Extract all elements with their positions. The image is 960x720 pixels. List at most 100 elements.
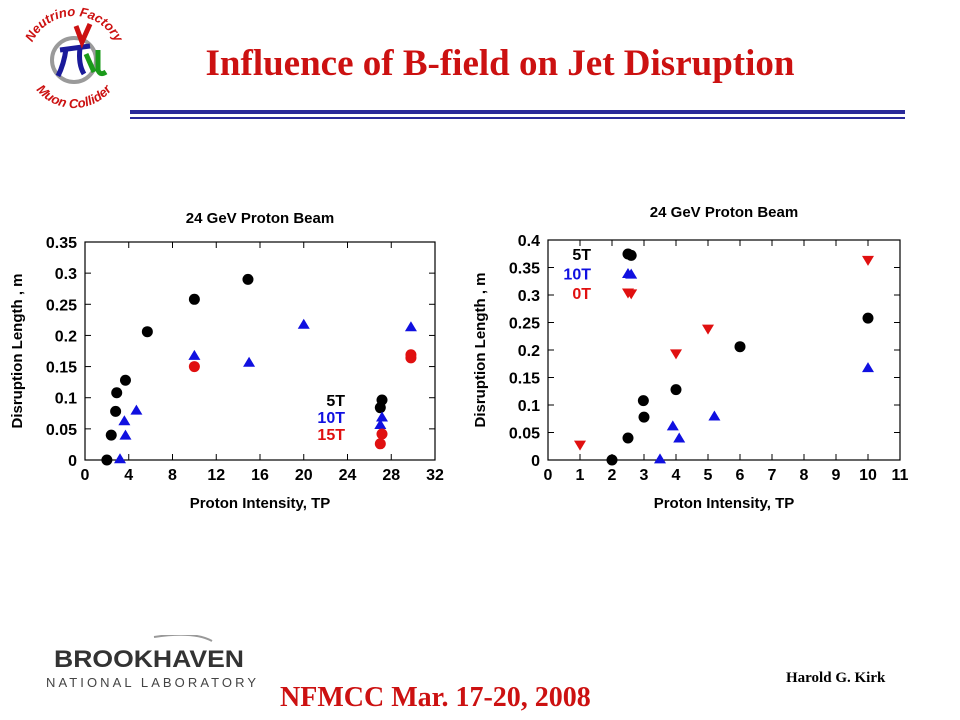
x-axis-label: Proton Intensity, TP [190,495,331,512]
y-tick-label: 0.15 [46,360,77,377]
data-point-5T [734,341,746,353]
x-tick-label: 3 [640,467,649,484]
data-point-5T [638,411,650,423]
y-tick-label: 0.15 [509,371,540,388]
data-point-5T [105,429,117,441]
x-tick-label: 24 [339,467,357,484]
footer-author: Harold G. Kirk [786,670,886,686]
data-point-0T [862,255,874,266]
x-tick-label: 7 [768,467,777,484]
data-point-5T [101,454,113,466]
neutrino-factory-logo: Neutrino Factory Muon Collider [22,4,127,111]
y-tick-label: 0 [68,453,77,470]
title-divider [130,110,905,114]
legend-label: 0T [572,286,591,303]
data-point-5T [637,395,649,407]
x-tick-label: 4 [672,467,681,484]
data-point-10T [374,418,387,429]
data-point-10T [404,321,417,332]
data-point-0T [574,440,586,451]
x-tick-label: 8 [168,467,177,484]
x-tick-label: 16 [251,467,269,484]
chart-left: 24 GeV Proton Beam 0 4 8 12 16 20 24 28 32 0 0.05 0.… [9,210,444,512]
y-tick-label: 0.1 [55,391,77,408]
x-tick-label: 1 [576,467,585,484]
y-axis-label: Disruption Length , m [9,274,26,429]
legend-label: 5T [326,393,345,410]
svg-text:Muon Collider: Muon Collider [34,81,115,111]
data-point-10T [297,318,310,329]
y-tick-label: 0.25 [509,316,540,333]
y-tick-label: 0.05 [46,422,77,439]
x-axis-label: Proton Intensity, TP [654,495,795,512]
y-tick-label: 0.3 [518,288,540,305]
data-point-10T [666,420,679,431]
data-point-5T [119,374,131,386]
x-tick-label: 28 [382,467,400,484]
data-point-5T [622,432,634,444]
slide-title: Influence of B-field on Jet Disruption [205,43,795,84]
brookhaven-logo: BROOKHAVEN NATIONAL LABORATORY [46,635,256,690]
x-tick-label: 2 [608,467,617,484]
legend-marker [622,288,634,299]
x-tick-label: 6 [736,467,745,484]
plot-frame [547,239,901,461]
data-point-15T [405,349,417,361]
data-point-10T [708,410,721,421]
data-point-0T [702,324,714,335]
y-tick-label: 0.05 [509,426,540,443]
data-point-10T [114,453,126,464]
x-tick-label: 9 [832,467,841,484]
x-tick-label: 0 [81,467,90,484]
data-point-10T [118,415,131,426]
data-point-5T [670,384,682,396]
y-tick-label: 0.4 [518,233,540,250]
x-tick-label: 20 [295,467,313,484]
chart-right: 24 GeV Proton Beam 0 1 2 3 4 5 6 7 8 9 10 11 0 0.05 0.1… [472,204,909,512]
x-tick-label: 0 [544,467,553,484]
x-tick-label: 11 [892,467,909,484]
data-point-5T [111,387,123,399]
data-point-5T [141,326,153,338]
data-point-10T [243,356,256,367]
x-tick-label: 32 [426,467,444,484]
legend-marker [376,428,388,440]
x-tick-label: 4 [124,467,133,484]
y-tick-label: 0.2 [518,343,540,360]
data-point-10T [188,349,201,360]
chart-title: 24 GeV Proton Beam [650,204,798,221]
brookhaven-logo-main: BROOKHAVEN [54,646,244,673]
y-tick-label: 0.3 [55,266,77,283]
logo-bottom-text: Muon Collider [34,81,115,111]
y-tick-label: 0.2 [55,328,77,345]
data-point-5T [862,312,874,324]
data-point-10T [119,429,132,440]
data-point-0T [670,349,682,360]
data-point-5T [606,454,618,466]
chart-title: 24 GeV Proton Beam [186,210,334,227]
legend-label: 15T [317,427,345,444]
y-tick-label: 0.35 [46,235,77,252]
data-point-15T [188,361,200,373]
y-axis-label: Disruption Length , m [472,273,489,428]
title-divider-thin [130,117,905,119]
data-point-10T [130,404,143,415]
y-tick-label: 0.35 [509,261,540,278]
legend-label: 5T [572,247,591,264]
legend-marker [376,411,388,422]
brookhaven-logo-sub: NATIONAL LABORATORY [46,675,256,690]
data-point-5T [242,273,254,285]
legend-marker [376,394,388,406]
y-tick-label: 0.25 [46,297,77,314]
data-point-10T [673,432,686,443]
legend-label: 10T [563,267,591,284]
legend-marker [622,248,634,260]
footer-event: NFMCC Mar. 17-20, 2008 [280,682,591,713]
y-tick-label: 0.1 [518,398,540,415]
data-point-5T [110,405,122,417]
data-point-10T [862,362,874,373]
x-tick-label: 12 [207,467,225,484]
data-point-15T [374,438,386,450]
x-tick-label: 8 [800,467,809,484]
data-point-10T [654,453,666,464]
